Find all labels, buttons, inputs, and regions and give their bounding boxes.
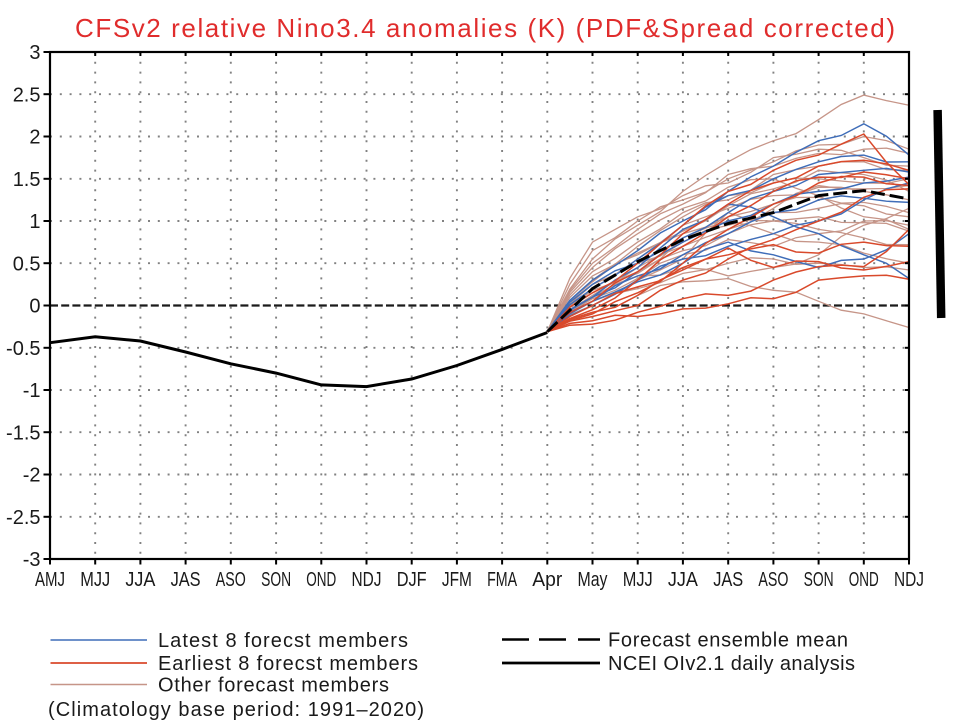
svg-text:(Climatology base period: 1991: (Climatology base period: 1991–2020) [48,699,424,721]
svg-text:ASO: ASO [758,569,788,591]
svg-text:CFSv2 relative Nino3.4 anomali: CFSv2 relative Nino3.4 anomalies (K) (PD… [75,13,895,43]
svg-text:Other forecast members: Other forecast members [158,675,389,697]
svg-text:AMJ: AMJ [35,569,65,591]
svg-text:MJJ: MJJ [623,569,653,591]
svg-text:Latest 8 forecst members: Latest 8 forecst members [158,630,408,652]
svg-text:NCEI OIv2.1 daily analysis: NCEI OIv2.1 daily analysis [608,653,855,675]
svg-text:-0.5: -0.5 [6,338,40,360]
svg-text:Forecast ensemble mean: Forecast ensemble mean [608,630,848,652]
svg-text:Earliest 8 forecst members: Earliest 8 forecst members [158,653,418,675]
svg-text:-2.5: -2.5 [6,507,40,529]
svg-text:3: 3 [29,42,40,64]
svg-text:-3: -3 [23,549,41,571]
svg-text:1: 1 [29,211,40,233]
svg-text:MJJ: MJJ [80,569,110,591]
svg-text:-1: -1 [23,380,41,402]
svg-text:NDJ: NDJ [352,569,382,591]
svg-text:2.5: 2.5 [13,85,41,107]
svg-text:May: May [578,569,608,591]
svg-text:0.5: 0.5 [13,253,41,275]
svg-text:JAS: JAS [713,569,743,591]
svg-text:Apr: Apr [532,569,562,591]
svg-text:1.5: 1.5 [13,169,41,191]
svg-text:DJF: DJF [397,569,427,591]
svg-text:JFM: JFM [442,569,472,591]
svg-text:-1.5: -1.5 [6,422,40,444]
svg-text:JJA: JJA [668,569,699,591]
svg-text:OND: OND [306,569,336,591]
svg-text:ASO: ASO [216,569,246,591]
svg-text:0: 0 [29,296,40,318]
svg-text:OND: OND [849,569,879,591]
svg-text:SON: SON [804,569,834,591]
svg-text:FMA: FMA [487,569,517,591]
svg-text:-2: -2 [23,465,41,487]
svg-text:SON: SON [261,569,291,591]
svg-text:NDJ: NDJ [894,569,924,591]
svg-text:JAS: JAS [171,569,201,591]
svg-text:2: 2 [29,127,40,149]
svg-text:JJA: JJA [125,569,156,591]
